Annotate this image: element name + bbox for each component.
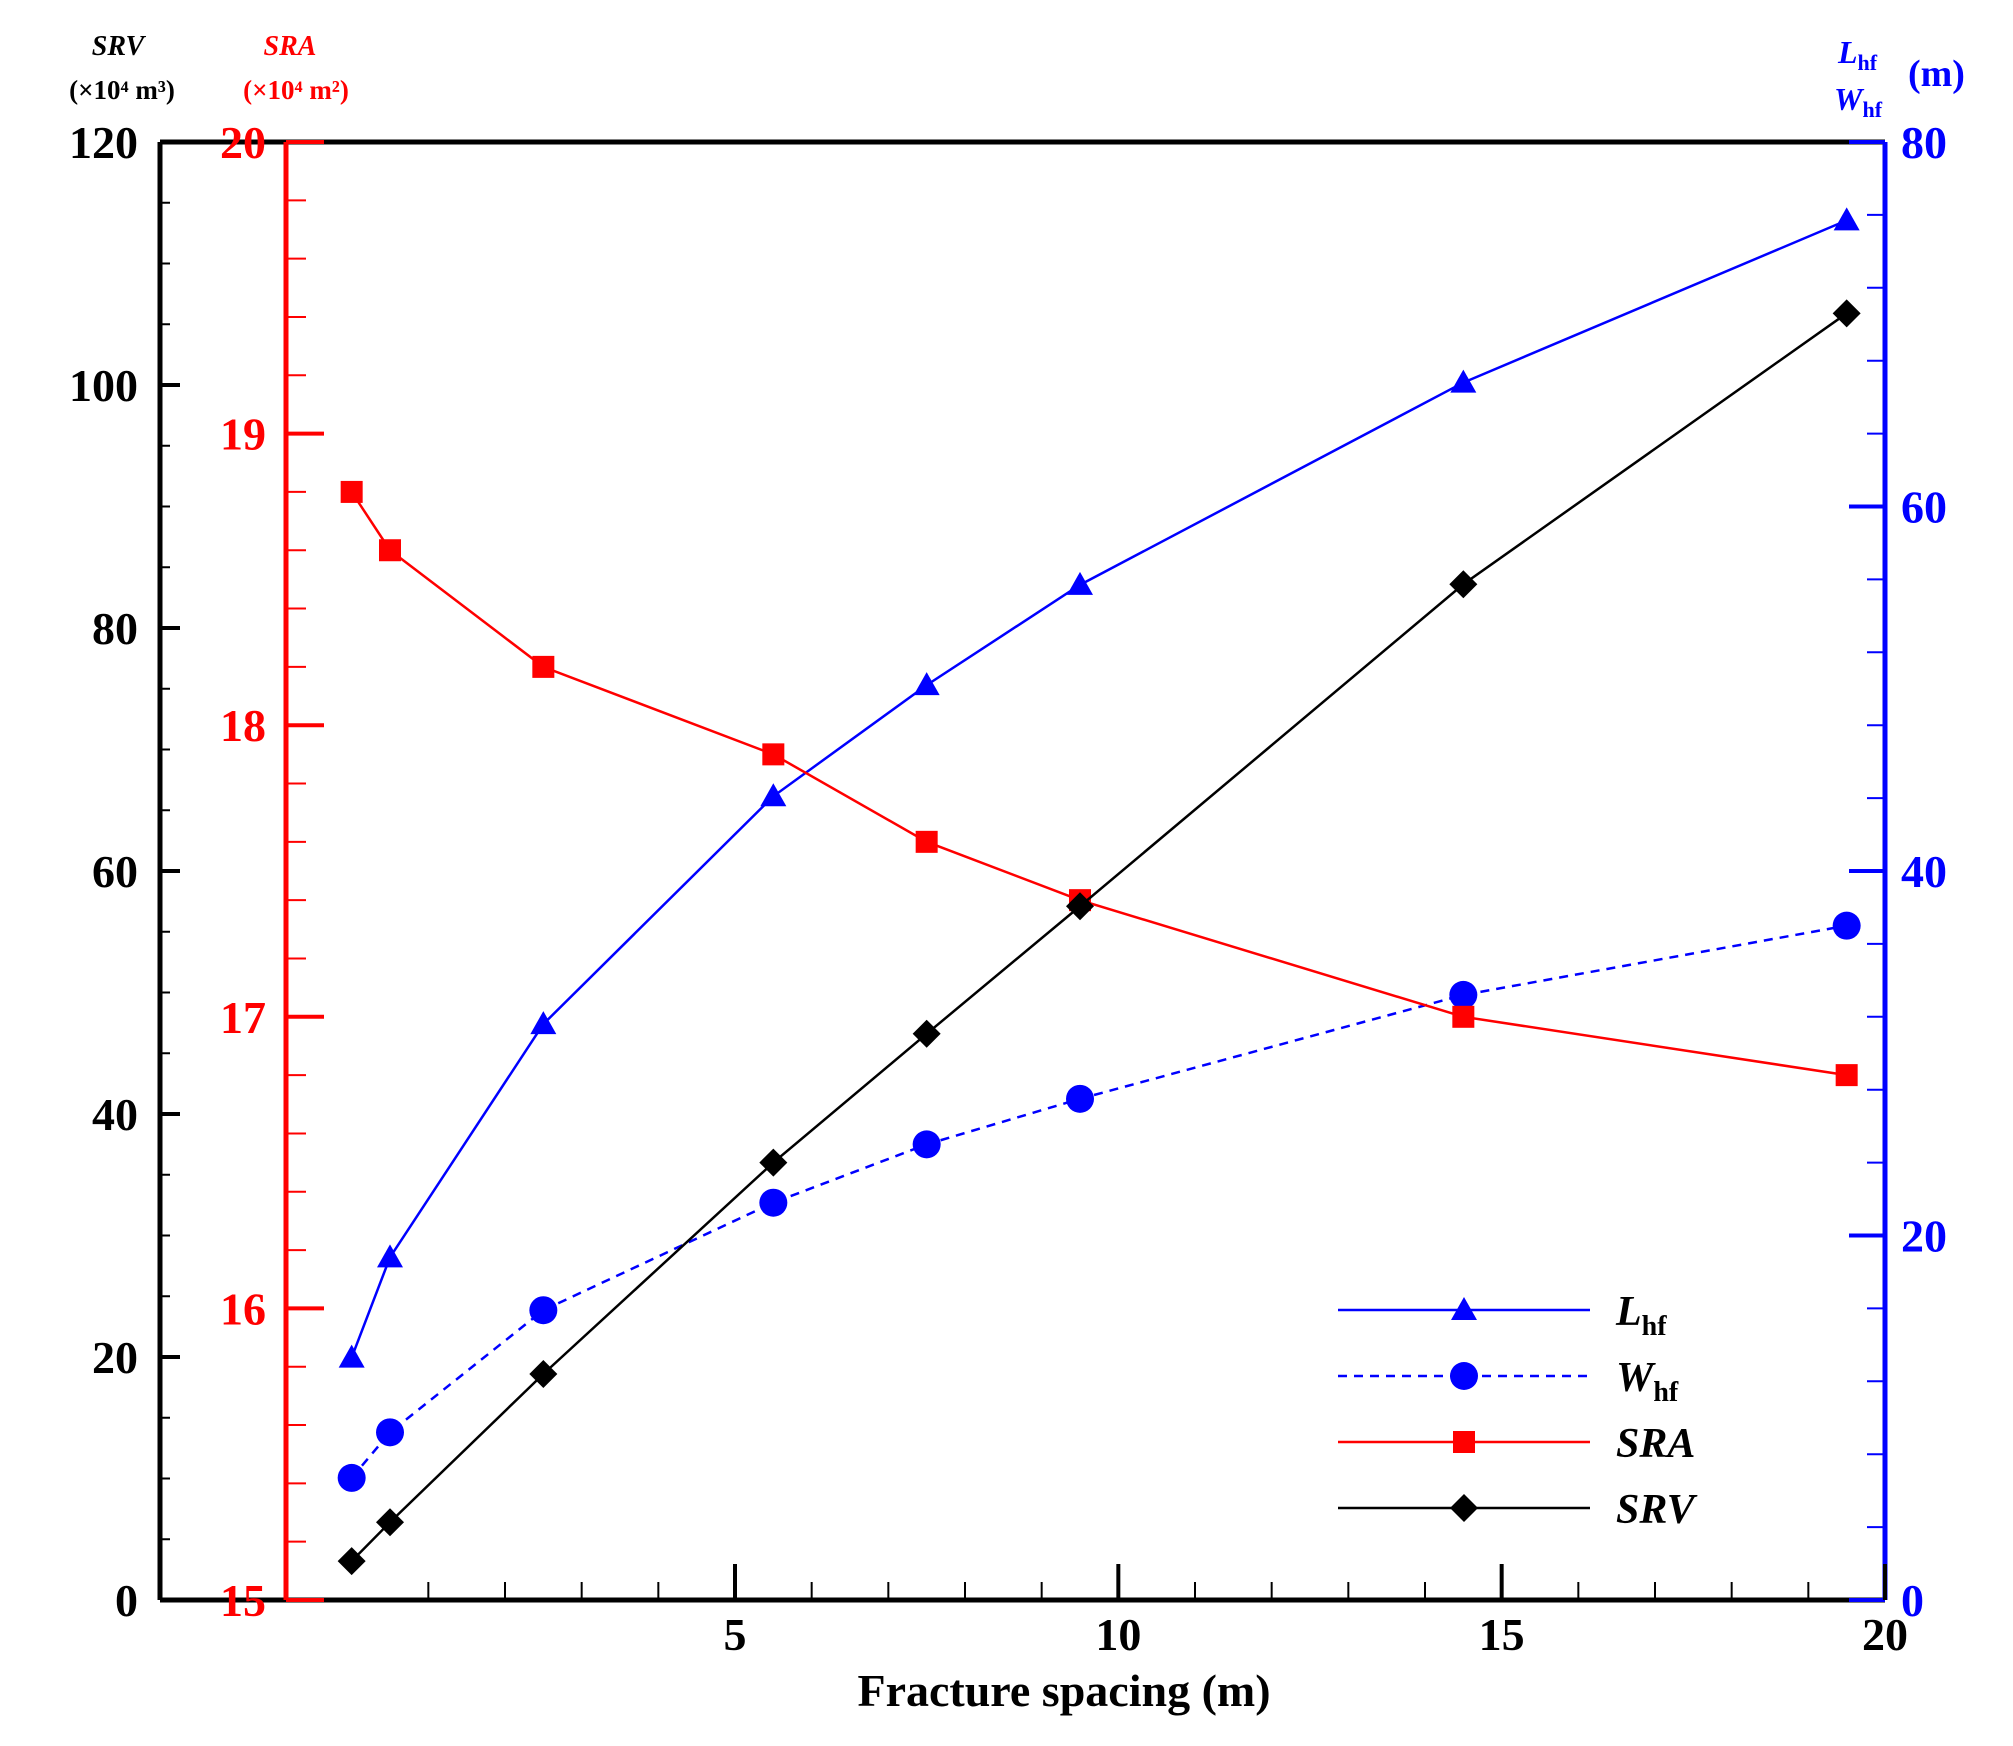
series-lhf-point <box>760 783 787 807</box>
srv-tick-label: 40 <box>92 1089 138 1140</box>
lw-tick-label: 60 <box>1901 482 1947 533</box>
legend-whf-label: Whf <box>1616 1355 1679 1408</box>
series-whf-point <box>529 1296 558 1325</box>
legend-lhf-label-main: L <box>1615 1289 1642 1335</box>
series-srv-line <box>350 312 1848 1562</box>
sra-axis: 15 16 17 18 19 20 <box>220 117 324 1626</box>
x-tick-label: 10 <box>1095 1609 1141 1660</box>
series-sra-point <box>762 743 785 766</box>
legend-srv-label: SRV <box>1616 1487 1698 1533</box>
l-hf-axis-subscript: hf <box>1858 50 1878 75</box>
w-hf-axis-name: Whf <box>1834 81 1883 122</box>
x-tick-label: 15 <box>1479 1609 1525 1660</box>
legend-whf-label-main: W <box>1616 1355 1656 1401</box>
series-sra-point <box>379 539 401 562</box>
series-sra-point <box>1835 1064 1858 1087</box>
series-sra <box>340 480 1858 1087</box>
sra-tick-label: 20 <box>220 117 266 168</box>
x-tick-label: 5 <box>724 1609 747 1660</box>
sra-tick-label: 15 <box>220 1575 266 1626</box>
legend-srv-marker <box>1450 1494 1478 1522</box>
series-group <box>337 207 1861 1576</box>
x-axis: 5 10 15 20 <box>427 1564 1908 1660</box>
lw-tick-label: 0 <box>1901 1575 1924 1626</box>
series-whf-point <box>1449 980 1478 1009</box>
legend-lhf-marker <box>1451 1297 1477 1320</box>
series-lhf-point <box>1067 571 1093 595</box>
srv-axis-unit: (×10⁴ m³) <box>69 75 175 105</box>
srv-tick-label: 20 <box>92 1332 138 1383</box>
series-srv-point <box>337 1547 366 1576</box>
l-hf-axis-name: Lhf <box>1837 34 1878 75</box>
x-tick-label: 20 <box>1862 1609 1908 1660</box>
x-axis-title: Fracture spacing (m) <box>857 1665 1270 1716</box>
legend-whf-label-subscript: hf <box>1653 1377 1679 1408</box>
axis-titles: SRV (×10⁴ m³) SRA (×10⁴ m²) Lhf Whf (m) … <box>69 31 1965 1716</box>
lw-tick-label: 40 <box>1901 846 1947 897</box>
legend-sra-label-main: SRA <box>1616 1421 1695 1467</box>
series-lhf <box>338 207 1860 1368</box>
srv-axis-name: SRV <box>92 31 147 62</box>
series-srv-point <box>1066 892 1094 921</box>
series-sra-point <box>532 655 555 678</box>
series-whf-point <box>912 1130 941 1159</box>
srv-tick-label: 120 <box>69 117 138 168</box>
series-lhf-point <box>377 1244 403 1268</box>
series-lhf-point <box>1450 369 1477 393</box>
lw-tick-label: 20 <box>1901 1211 1947 1262</box>
series-lhf-point <box>530 1011 557 1035</box>
series-sra-point <box>915 830 938 853</box>
l-hf-axis-letter: L <box>1837 34 1858 70</box>
series-srv-point <box>759 1148 788 1177</box>
series-whf-point <box>1832 911 1861 940</box>
sra-tick-label: 17 <box>220 992 266 1043</box>
legend-whf-marker <box>1450 1362 1478 1390</box>
series-whf-point <box>1066 1084 1094 1113</box>
series-srv-point <box>529 1360 558 1389</box>
srv-axis: 0 20 40 60 80 100 120 <box>69 117 180 1626</box>
sra-axis-unit: (×10⁴ m²) <box>243 75 349 105</box>
series-lhf-point <box>338 1344 365 1368</box>
legend-lhf-label-subscript: hf <box>1642 1311 1668 1342</box>
series-sra-point <box>1452 1005 1475 1028</box>
series-whf-point <box>376 1418 404 1447</box>
plot-frame <box>160 139 1885 1603</box>
legend-sra-label: SRA <box>1616 1421 1695 1467</box>
series-sra-point <box>340 480 363 503</box>
series-srv-point <box>1832 299 1861 328</box>
series-whf-point <box>337 1463 366 1492</box>
series-lhf-line <box>350 219 1848 1359</box>
lw-axis: 0 20 40 60 80 <box>1849 117 1947 1626</box>
w-hf-axis-letter: W <box>1834 81 1865 117</box>
srv-tick-label: 80 <box>92 603 138 654</box>
sra-axis-name: SRA <box>264 31 317 62</box>
srv-tick-label: 0 <box>115 1575 138 1626</box>
series-lhf-point <box>913 672 940 696</box>
series-whf-point <box>759 1188 788 1217</box>
series-srv-point <box>912 1019 941 1048</box>
srv-tick-label: 60 <box>92 846 138 897</box>
sra-tick-label: 19 <box>220 409 266 460</box>
legend-lhf-label: Lhf <box>1615 1289 1667 1342</box>
series-srv-point <box>1449 570 1478 599</box>
series-lhf-point <box>1833 207 1860 231</box>
series-sra-line <box>350 491 1847 1077</box>
w-hf-axis-subscript: hf <box>1862 97 1882 122</box>
series-whf <box>337 911 1861 1492</box>
sra-tick-label: 18 <box>220 700 266 751</box>
lw-tick-label: 80 <box>1901 117 1947 168</box>
legend-srv-label-main: SRV <box>1616 1487 1698 1533</box>
legend-sra-marker <box>1453 1431 1475 1453</box>
sra-tick-label: 16 <box>220 1283 266 1334</box>
series-srv <box>337 299 1861 1576</box>
lw-axis-unit: (m) <box>1908 53 1965 95</box>
series-srv-point <box>376 1508 404 1537</box>
srv-tick-label: 100 <box>69 360 138 411</box>
